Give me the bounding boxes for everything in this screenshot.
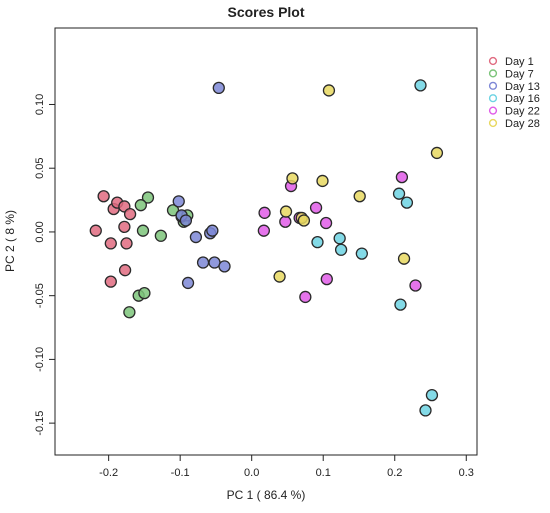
- data-point: [154, 229, 168, 242]
- data-point: [196, 256, 210, 269]
- data-point: [258, 206, 271, 219]
- data-point: [206, 224, 219, 237]
- legend-marker: [488, 106, 498, 115]
- data-point: [286, 172, 299, 185]
- data-point: [212, 81, 225, 95]
- y-tick-label: -0.10: [34, 347, 46, 372]
- y-axis-label: PC 2 ( 8 %): [3, 210, 17, 272]
- data-point: [430, 146, 444, 160]
- data-point: [297, 214, 311, 227]
- data-point: [316, 174, 329, 188]
- x-tick-label: -0.1: [171, 467, 190, 479]
- data-point: [394, 298, 407, 311]
- data-point: [89, 224, 102, 237]
- data-point: [257, 224, 271, 237]
- data-point: [334, 243, 348, 256]
- data-point: [97, 190, 110, 203]
- series-1: [123, 191, 194, 319]
- x-tick-label: 0.1: [316, 467, 331, 479]
- data-point: [333, 232, 346, 245]
- series-0: [89, 190, 137, 288]
- data-point: [141, 191, 155, 204]
- plot-area: -0.2 -0.1 0.0 0.1 0.2 0.3 -0.15 -0.10 -0.05 0.00 0…: [34, 27, 478, 479]
- data-point: [118, 220, 131, 233]
- data-point: [409, 279, 422, 292]
- data-point: [311, 235, 324, 249]
- data-point: [104, 275, 117, 288]
- y-tick-label: 0.00: [34, 221, 46, 242]
- x-tick-label: -0.2: [99, 467, 118, 479]
- data-point: [208, 256, 221, 269]
- series-3: [311, 79, 439, 417]
- legend-label: Day 16: [505, 93, 540, 105]
- series-5: [273, 84, 444, 283]
- data-point: [273, 270, 286, 283]
- legend-marker: [488, 56, 498, 66]
- legend-marker: [488, 118, 498, 128]
- y-tick-label: 0.10: [34, 94, 46, 115]
- legend-label: Day 13: [505, 81, 540, 93]
- chart-title: Scores Plot: [227, 4, 304, 20]
- data-point: [414, 79, 427, 92]
- data-point: [120, 237, 133, 250]
- data-point: [123, 207, 137, 221]
- x-tick-label: 0.2: [387, 467, 402, 479]
- data-point: [181, 276, 195, 290]
- data-point: [400, 196, 414, 209]
- data-point: [118, 264, 132, 277]
- data-point: [104, 237, 117, 250]
- data-point: [189, 230, 203, 244]
- data-point: [279, 215, 292, 228]
- legend-label: Day 1: [505, 56, 534, 68]
- legend-marker: [488, 81, 498, 90]
- data-point: [179, 214, 193, 227]
- x-axis-label: PC 1 ( 86.4 %): [227, 488, 306, 502]
- data-point: [279, 205, 293, 218]
- legend-marker: [488, 94, 498, 103]
- data-point: [397, 252, 411, 265]
- y-tick-label: -0.15: [34, 411, 46, 436]
- x-tick-label: 0.3: [459, 467, 474, 479]
- data-point: [425, 388, 439, 402]
- data-point: [218, 260, 231, 273]
- legend-marker: [488, 69, 498, 78]
- data-point: [353, 190, 366, 203]
- data-point: [395, 170, 409, 184]
- data-point: [299, 290, 312, 304]
- plot-frame: [54, 27, 478, 456]
- data-point: [320, 272, 333, 286]
- data-point: [138, 286, 151, 300]
- data-point: [392, 187, 406, 200]
- data-point: [309, 201, 323, 214]
- data-point: [319, 216, 333, 230]
- y-tick-label: 0.05: [34, 157, 46, 178]
- series-2: [172, 81, 231, 290]
- data-point: [355, 247, 368, 260]
- data-point: [172, 195, 185, 208]
- data-point: [419, 404, 432, 417]
- data-point: [322, 84, 336, 97]
- data-point: [134, 199, 147, 212]
- data-point: [123, 306, 136, 319]
- y-tick-label: -0.05: [34, 283, 46, 308]
- data-point: [136, 224, 150, 237]
- legend-label: Day 22: [505, 106, 540, 118]
- legend-label: Day 28: [505, 118, 540, 130]
- legend-label: Day 7: [505, 68, 534, 80]
- x-tick-label: 0.0: [244, 467, 259, 479]
